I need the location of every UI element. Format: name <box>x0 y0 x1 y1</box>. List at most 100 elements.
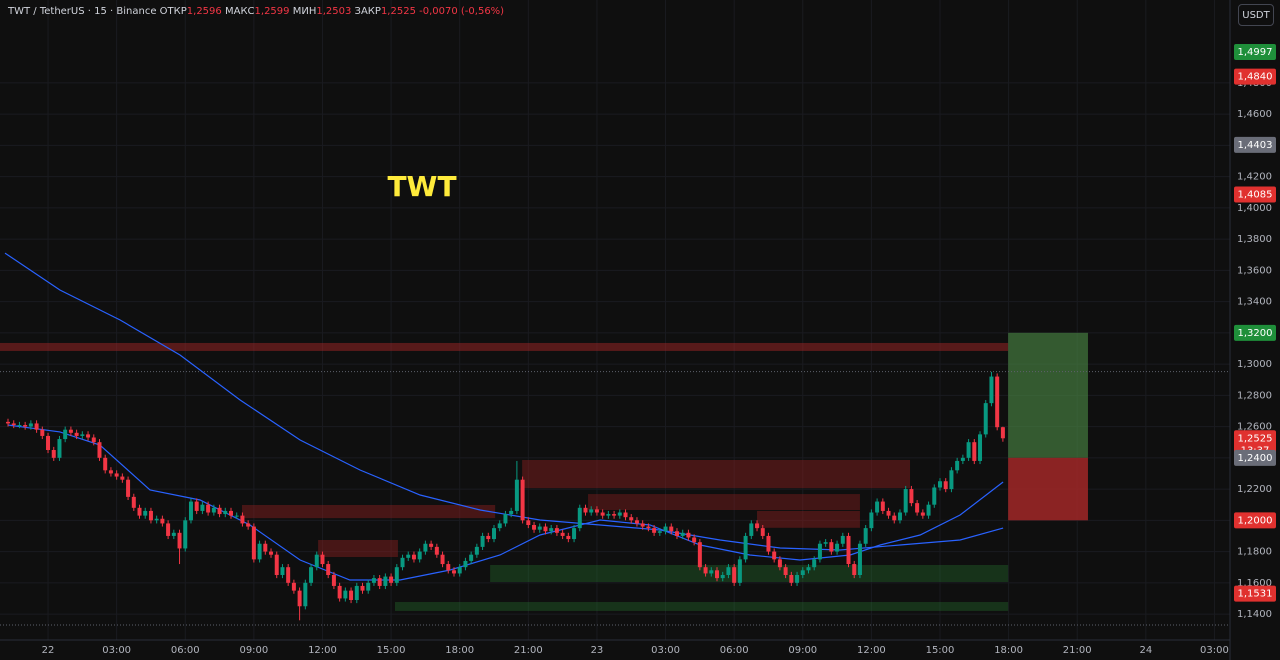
x-tick-label: 22 <box>42 645 55 656</box>
candle-body <box>291 582 296 591</box>
price-label-box <box>1234 136 1276 153</box>
price-label-box <box>1234 44 1276 61</box>
candle-body <box>349 590 354 600</box>
candle-body <box>1000 427 1005 439</box>
candle-body <box>97 442 102 458</box>
candle-body <box>583 507 588 513</box>
candle-body <box>646 526 651 529</box>
candle-body <box>131 496 136 508</box>
zone <box>318 540 398 558</box>
price-label: 1,2400 <box>1238 453 1273 464</box>
candle-body <box>400 557 405 568</box>
candle-body <box>543 526 548 532</box>
candle-body <box>34 423 39 430</box>
candle-body <box>766 535 771 552</box>
price-label: 1,4840 <box>1238 72 1273 83</box>
axis-layer: 1,1400 1,1600 1,1800 1,2000 1,2200 1,2400 1,26… <box>42 44 1276 656</box>
candle-body <box>188 501 193 521</box>
candle-body <box>669 526 674 532</box>
price-label: 1,4997 <box>1238 47 1273 58</box>
y-tick-label: 1,3000 <box>1237 359 1272 370</box>
candle-body <box>943 481 948 490</box>
candle-body <box>863 528 868 544</box>
lines-layer <box>4 252 1004 581</box>
candle-body <box>371 578 376 583</box>
candle-body <box>514 479 519 511</box>
y-tick-label: 1,4200 <box>1237 172 1272 183</box>
candle-body <box>897 512 902 521</box>
candle-body <box>612 514 617 516</box>
candle-body <box>857 543 862 575</box>
candle-body <box>228 510 233 516</box>
candle-body <box>314 554 319 568</box>
candle-body <box>126 479 131 497</box>
candle-body <box>686 532 691 538</box>
low-label: МИН <box>292 6 317 17</box>
currency-button[interactable]: USDT <box>1238 4 1274 26</box>
candle-body <box>526 520 531 525</box>
candle-body <box>166 523 171 536</box>
zone <box>0 342 1009 351</box>
candle-body <box>417 551 422 560</box>
candle-body <box>280 567 285 575</box>
candle-body <box>983 403 988 435</box>
grid-layer <box>0 0 1230 640</box>
candle-body <box>429 543 434 547</box>
candle-body <box>86 434 91 438</box>
candle-body <box>446 564 451 571</box>
annotation: TWT <box>387 170 456 203</box>
x-tick-label: 15:00 <box>377 645 406 656</box>
candle-body <box>892 515 897 521</box>
candle-body <box>875 501 880 513</box>
candle-body <box>492 528 497 540</box>
candle-body <box>103 457 108 471</box>
low-value: 1,2503 <box>316 6 352 17</box>
price-label: 1,2000 <box>1238 515 1273 526</box>
price-label: 1,4403 <box>1238 140 1273 151</box>
y-tick-label: 1,1600 <box>1237 578 1272 589</box>
zone <box>522 460 911 489</box>
candle-body <box>840 535 845 544</box>
candle-body <box>257 543 262 560</box>
x-tick-label: 03:00 <box>102 645 131 656</box>
candle-body <box>383 576 388 586</box>
candle-body <box>852 564 857 575</box>
candle-body <box>560 532 565 536</box>
y-tick-label: 1,3800 <box>1237 234 1272 245</box>
candle-body <box>474 546 479 555</box>
candle-body <box>406 554 411 558</box>
candle-body <box>160 518 165 524</box>
candle-body <box>274 554 279 575</box>
candle-body <box>955 460 960 471</box>
candle-body <box>817 543 822 560</box>
candle-body <box>211 507 216 513</box>
candle-body <box>394 567 399 583</box>
candle-body <box>240 515 245 524</box>
candle-body <box>623 512 628 518</box>
candle-body <box>68 429 73 433</box>
candle-body <box>629 517 634 521</box>
x-tick-label: 18:00 <box>445 645 474 656</box>
candle-body <box>589 509 594 513</box>
candle-body <box>46 435 51 450</box>
price-label-box <box>1234 68 1276 85</box>
candle-body <box>28 423 33 427</box>
candle-body <box>572 528 577 540</box>
candle-body <box>949 470 954 490</box>
candles-layer <box>6 371 1005 621</box>
candle-body <box>697 542 702 568</box>
candle-body <box>440 554 445 565</box>
candle-body <box>966 442 971 458</box>
candle-body <box>537 526 542 530</box>
x-tick-label: 09:00 <box>239 645 268 656</box>
candle-body <box>503 514 508 524</box>
candle-body <box>463 560 468 568</box>
candle-body <box>423 543 428 552</box>
price-label-box <box>1234 449 1276 466</box>
y-tick-label: 1,2600 <box>1237 422 1272 433</box>
candle-body <box>960 457 965 461</box>
y-tick-label: 1,3400 <box>1237 297 1272 308</box>
price-label-box <box>1234 186 1276 203</box>
candle-body <box>451 570 456 574</box>
candle-body <box>17 425 22 426</box>
